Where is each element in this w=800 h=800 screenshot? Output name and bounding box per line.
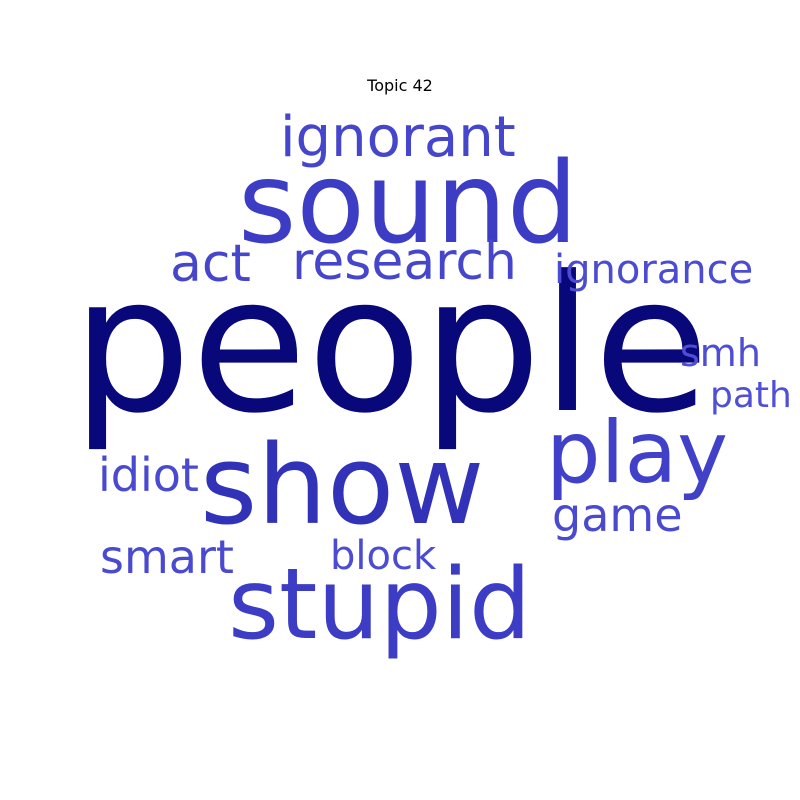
- word-sound: sound: [238, 139, 578, 269]
- word-ignorant: ignorant: [280, 105, 516, 170]
- word-ignorance: ignorance: [554, 247, 754, 293]
- word-play: play: [546, 403, 729, 503]
- word-smh: smh: [680, 331, 761, 375]
- word-smart: smart: [100, 530, 234, 584]
- word-block: block: [330, 533, 437, 579]
- word-act: act: [170, 234, 251, 294]
- word-stupid: stupid: [228, 548, 532, 662]
- word-path: path: [710, 375, 792, 416]
- cloud-title: Topic 42: [367, 76, 433, 95]
- word-research: research: [292, 232, 517, 292]
- word-show: show: [200, 421, 485, 549]
- word-idiot: idiot: [98, 448, 199, 502]
- word-game: game: [552, 488, 683, 542]
- word-people: people: [72, 236, 710, 455]
